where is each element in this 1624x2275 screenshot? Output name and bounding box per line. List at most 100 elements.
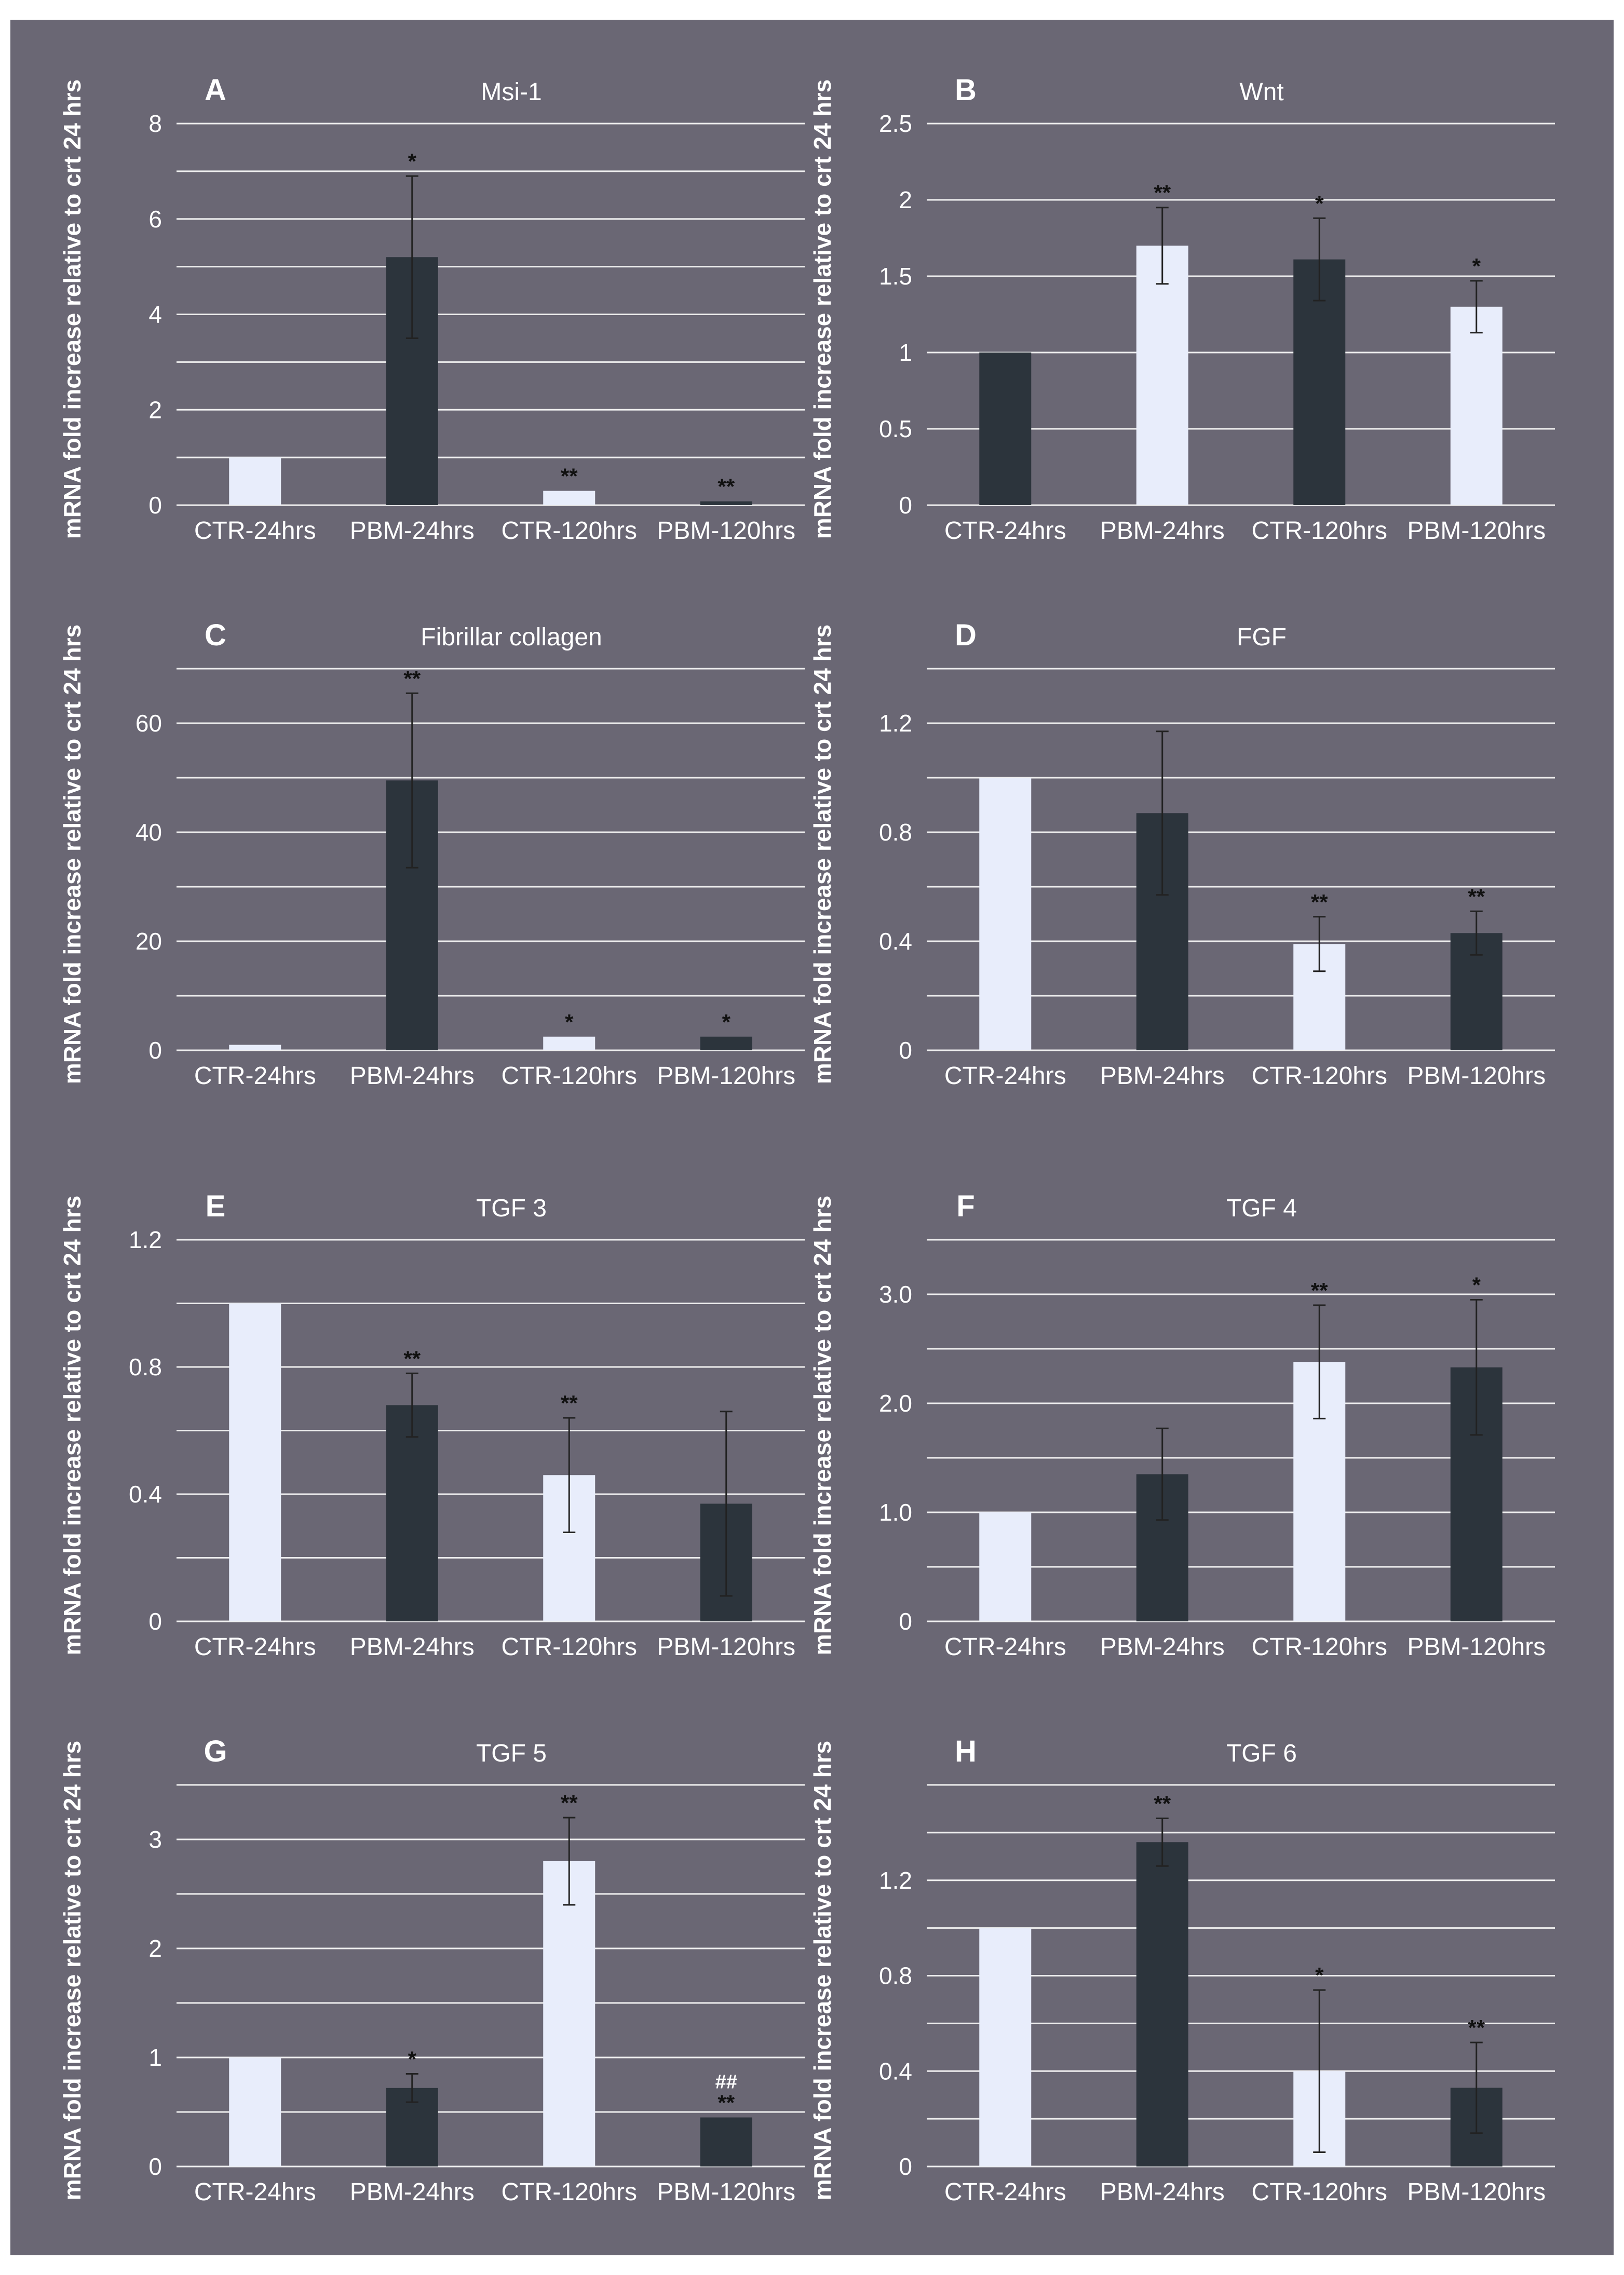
significance-label: * [408, 149, 417, 173]
x-tick-label: CTR-24hrs [944, 2178, 1066, 2206]
chart-title: TGF 6 [1226, 1740, 1297, 1767]
bar [979, 1512, 1032, 1621]
chart-panel-c: mRNA fold increase relative to crt 24 hr… [49, 580, 813, 1139]
significance-label: ** [561, 1391, 578, 1415]
y-axis-label: mRNA fold increase relative to crt 24 hr… [59, 1741, 86, 2200]
significance-label: * [408, 2047, 417, 2071]
bar [700, 2117, 752, 2166]
error-bar [1156, 730, 1169, 896]
x-tick-label: CTR-120hrs [1252, 1062, 1387, 1090]
y-tick-label: 1.5 [879, 263, 912, 290]
error-bar [405, 175, 418, 339]
error-bar [1156, 1817, 1169, 1867]
error-bar [1313, 1304, 1326, 1419]
x-tick-label: PBM-24hrs [1100, 2178, 1225, 2206]
x-tick-label: PBM-120hrs [657, 2178, 795, 2206]
error-bar [405, 1372, 418, 1438]
y-tick-label: 0 [148, 2153, 162, 2180]
y-axis-label: mRNA fold increase relative to crt 24 hr… [809, 79, 836, 539]
y-tick-label: 1.2 [879, 1867, 912, 1894]
error-bar [1470, 2041, 1483, 2134]
significance-label: * [1472, 254, 1481, 278]
panel-letter: H [955, 1735, 977, 1768]
x-tick-label: PBM-120hrs [1407, 1062, 1546, 1090]
significance-label: ** [403, 1346, 421, 1371]
significance-label: ** [1468, 884, 1485, 909]
chart-svg-e: mRNA fold increase relative to crt 24 hr… [59, 1189, 805, 1661]
error-bar [405, 2073, 418, 2103]
chart-title: TGF 4 [1226, 1195, 1297, 1222]
y-tick-label: 2 [899, 186, 912, 213]
y-tick-label: 3 [148, 1826, 162, 1853]
panel-letter: G [204, 1735, 227, 1768]
chart-title: TGF 5 [476, 1740, 547, 1767]
chart-panel-b: mRNA fold increase relative to crt 24 hr… [800, 35, 1563, 593]
y-tick-label: 1.2 [879, 710, 912, 737]
y-axis-label: mRNA fold increase relative to crt 24 hr… [809, 1196, 836, 1655]
y-tick-label: 4 [148, 301, 162, 328]
panel-letter: E [206, 1189, 226, 1223]
chart-title: Msi-1 [481, 78, 542, 106]
chart-panel-h: mRNA fold increase relative to crt 24 hr… [800, 1697, 1563, 2255]
x-tick-label: CTR-120hrs [502, 517, 637, 545]
significance-label: * [1315, 191, 1324, 215]
error-bar [1313, 1989, 1326, 2153]
x-tick-label: CTR-120hrs [1252, 517, 1387, 545]
bar [1450, 306, 1503, 505]
x-tick-label: PBM-24hrs [1100, 1062, 1225, 1090]
bar [979, 353, 1032, 505]
error-bar [1313, 916, 1326, 972]
y-tick-label: 1.2 [129, 1226, 162, 1253]
panel-letter: F [956, 1189, 975, 1223]
y-tick-label: 1.0 [879, 1499, 912, 1526]
error-bar [1470, 910, 1483, 956]
y-tick-label: 0 [899, 1608, 912, 1635]
chart-panel-f: mRNA fold increase relative to crt 24 hr… [800, 1152, 1563, 1710]
x-tick-label: CTR-24hrs [944, 1062, 1066, 1090]
significance-label: ** [1468, 2015, 1485, 2040]
x-tick-label: PBM-120hrs [657, 517, 795, 545]
y-tick-label: 0 [899, 492, 912, 519]
y-tick-label: 60 [136, 710, 162, 737]
significance-label: ** [1311, 1278, 1328, 1303]
significance-label: ** [561, 1791, 578, 1815]
bar [979, 778, 1032, 1050]
chart-panel-d: mRNA fold increase relative to crt 24 hr… [800, 580, 1563, 1139]
error-bar [405, 692, 418, 869]
chart-title: FGF [1237, 624, 1287, 651]
significance-label: ** [1154, 181, 1171, 205]
x-tick-label: CTR-120hrs [502, 1633, 637, 1661]
error-bar [563, 1817, 576, 1906]
bar [229, 1303, 281, 1621]
panel-letter: B [955, 73, 977, 107]
y-tick-label: 0.8 [879, 819, 912, 846]
bar [543, 491, 596, 505]
bar [700, 1036, 752, 1050]
x-tick-label: CTR-120hrs [1252, 1633, 1387, 1661]
significance-label: * [1472, 1273, 1481, 1297]
significance-label: ** [403, 666, 421, 690]
significance-label: ** [561, 464, 578, 488]
x-tick-label: CTR-24hrs [194, 517, 316, 545]
x-tick-label: CTR-24hrs [194, 1062, 316, 1090]
x-tick-label: CTR-24hrs [944, 1633, 1066, 1661]
significance-label: * [722, 1010, 731, 1034]
x-tick-label: PBM-24hrs [350, 2178, 475, 2206]
significance-label: ** [718, 2091, 735, 2115]
x-tick-label: PBM-120hrs [1407, 517, 1546, 545]
significance-label: ** [718, 475, 735, 499]
y-tick-label: 0.4 [879, 2057, 912, 2084]
hash-label: ## [715, 2071, 737, 2093]
x-tick-label: CTR-120hrs [502, 1062, 637, 1090]
y-tick-label: 3.0 [879, 1281, 912, 1308]
x-tick-label: CTR-24hrs [194, 1633, 316, 1661]
y-axis-label: mRNA fold increase relative to crt 24 hr… [809, 1741, 836, 2200]
bar [229, 2057, 281, 2166]
y-tick-label: 0.5 [879, 415, 912, 442]
x-tick-label: CTR-24hrs [194, 2178, 316, 2206]
y-tick-label: 2.0 [879, 1390, 912, 1417]
x-tick-label: PBM-120hrs [657, 1633, 795, 1661]
x-tick-label: PBM-120hrs [1407, 1633, 1546, 1661]
chart-title: Wnt [1239, 78, 1283, 106]
error-bar [1156, 1427, 1169, 1521]
